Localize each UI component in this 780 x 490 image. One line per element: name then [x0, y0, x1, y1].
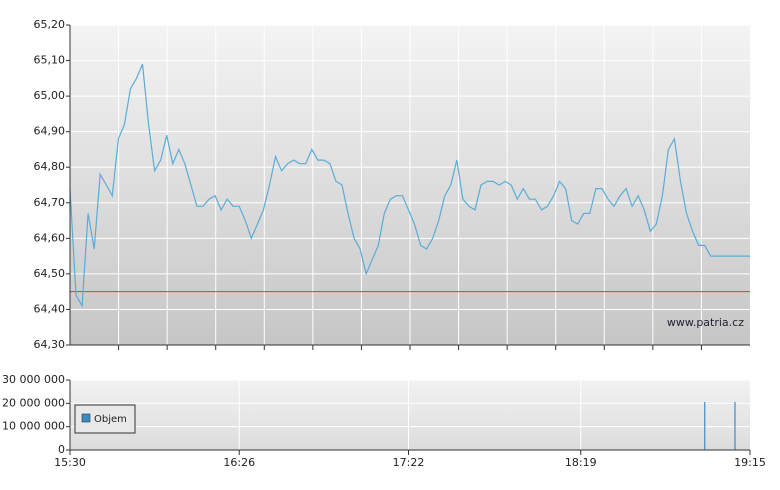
volume-bar	[704, 401, 706, 450]
y-tick-label: 10 000 000	[2, 420, 65, 433]
x-tick-label: 17:22	[393, 456, 425, 469]
y-tick-label: 64,70	[34, 196, 66, 209]
volume-plot-area	[70, 380, 750, 450]
x-tick-label: 18:19	[565, 456, 597, 469]
y-tick-label: 64,50	[34, 267, 66, 280]
y-tick-label: 64,60	[34, 231, 66, 244]
y-tick-label: 30 000 000	[2, 373, 65, 386]
watermark: www.patria.cz	[667, 316, 744, 329]
legend-label: Objem	[94, 414, 127, 425]
y-tick-label: 0	[58, 443, 65, 456]
volume-bar	[734, 401, 736, 450]
y-tick-label: 20 000 000	[2, 396, 65, 409]
y-tick-label: 64,30	[34, 338, 66, 351]
y-tick-label: 65,20	[34, 18, 66, 31]
price-line	[69, 63, 750, 308]
y-tick-label: 65,10	[34, 54, 66, 67]
y-tick-label: 65,00	[34, 89, 66, 102]
legend-swatch	[81, 413, 91, 423]
x-tick-label: 16:26	[223, 456, 255, 469]
y-tick-label: 64,80	[34, 160, 66, 173]
x-tick-label: 19:15	[734, 456, 766, 469]
y-tick-label: 64,40	[34, 302, 66, 315]
y-tick-label: 64,90	[34, 125, 66, 138]
x-tick-label: 15:30	[54, 456, 86, 469]
